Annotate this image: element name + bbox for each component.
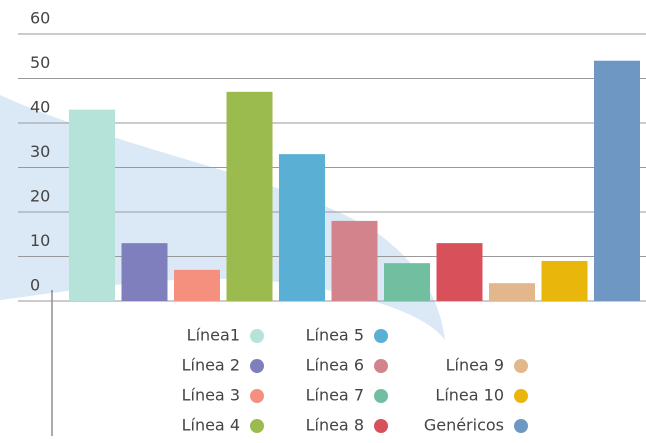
bar [226, 91, 273, 301]
legend-label: Línea 3 [182, 386, 240, 405]
bar [489, 283, 535, 301]
bar [331, 220, 378, 301]
legend-label: Línea1 [187, 326, 240, 345]
bar [279, 154, 325, 301]
legend-swatch [514, 389, 528, 403]
legend-label: Genéricos [424, 416, 504, 435]
legend-swatch [250, 329, 264, 343]
legend-swatch [514, 359, 528, 373]
legend-swatch [250, 359, 264, 373]
y-tick-label: 50 [30, 53, 50, 72]
legend-swatch [250, 419, 264, 433]
legend-label: Línea 8 [306, 416, 364, 435]
legend-swatch [374, 359, 388, 373]
bar [69, 109, 115, 302]
legend-label: Línea 9 [446, 356, 504, 375]
legend-label: Línea 5 [306, 326, 364, 345]
y-tick-label: 10 [30, 231, 50, 250]
bar [594, 60, 640, 302]
legend-swatch [514, 419, 528, 433]
legend-label: Línea 4 [182, 416, 240, 435]
y-tick-label: 60 [30, 9, 50, 28]
legend-swatch [374, 419, 388, 433]
bar [541, 260, 588, 301]
y-tick-label: 0 [30, 276, 40, 295]
y-tick-label: 30 [30, 142, 50, 161]
bar [436, 243, 483, 301]
legend-label: Línea 6 [306, 356, 364, 375]
legend-swatch [250, 389, 264, 403]
bar [384, 263, 430, 301]
decorative-swoosh [0, 95, 445, 340]
legend-label: Línea 7 [306, 386, 364, 405]
legend-label: Línea 10 [435, 386, 504, 405]
legend-swatch [374, 329, 388, 343]
legend-label: Línea 2 [182, 356, 240, 375]
y-tick-label: 40 [30, 98, 50, 117]
legend-swatch [374, 389, 388, 403]
bar [174, 269, 220, 301]
bar [121, 243, 168, 301]
y-tick-label: 20 [30, 187, 50, 206]
